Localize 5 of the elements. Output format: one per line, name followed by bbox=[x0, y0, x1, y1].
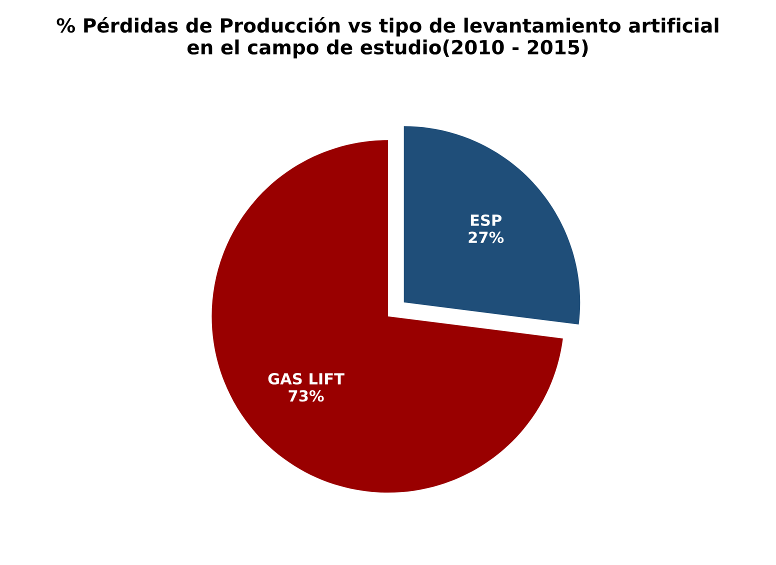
chart-title: % Pérdidas de Producción vs tipo de levantamiento artificial en el campo de estudio(2010 - 2015) bbox=[56, 16, 718, 58]
data-label: 27% bbox=[468, 232, 504, 244]
data-label: 73% bbox=[288, 390, 324, 402]
slice-label: ESP bbox=[470, 214, 502, 226]
slice-label: GAS LIFT bbox=[268, 373, 344, 385]
